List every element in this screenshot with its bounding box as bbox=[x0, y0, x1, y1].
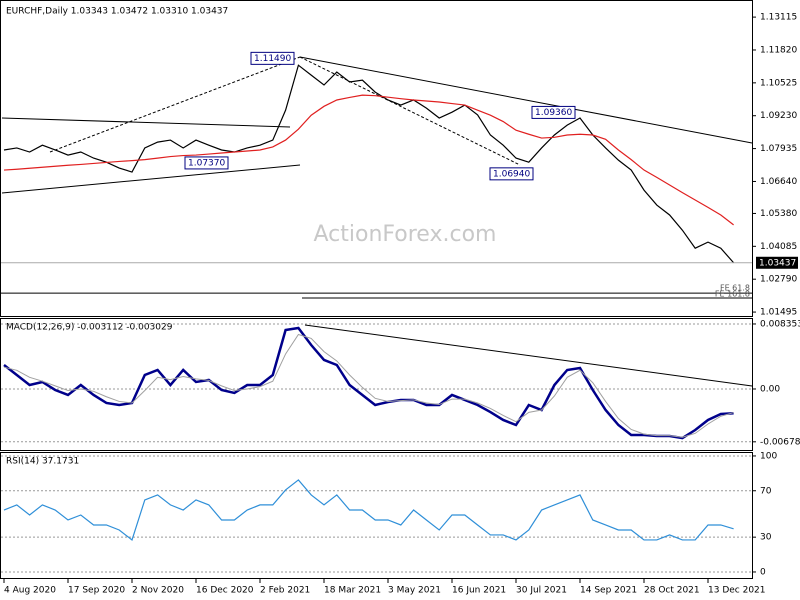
y-tick-label: 0.008353 bbox=[760, 319, 800, 329]
trendline-dashed bbox=[299, 56, 521, 166]
series-line bbox=[3, 94, 734, 226]
watermark: ActionForex.com bbox=[314, 222, 497, 247]
panel-title: RSI(14) 37.1731 bbox=[6, 457, 79, 467]
y-tick-label: 1.13115 bbox=[760, 13, 797, 23]
y-tick-label: 0.00 bbox=[760, 384, 780, 394]
trendline bbox=[299, 56, 753, 144]
x-tick-label: 3 May 2021 bbox=[388, 586, 441, 596]
y-tick-label: 1.07935 bbox=[760, 144, 797, 154]
x-tick-label: 2 Feb 2021 bbox=[260, 586, 310, 596]
x-tick-label: 16 Dec 2020 bbox=[196, 586, 254, 596]
panel-title: MACD(12,26,9) -0.003112 -0.003029 bbox=[6, 323, 173, 333]
series-line bbox=[3, 479, 734, 541]
y-tick-label: 70 bbox=[760, 486, 772, 496]
y-tick-label: 1.11820 bbox=[760, 45, 797, 55]
y-tick-label: 1.04085 bbox=[760, 242, 797, 252]
y-tick-label: -0.006788 bbox=[760, 437, 800, 447]
price-frame bbox=[0, 0, 753, 317]
annotation-label: 1.11490 bbox=[254, 54, 291, 64]
annotation-box bbox=[250, 51, 295, 65]
x-tick-label: 17 Sep 2020 bbox=[68, 586, 125, 596]
x-tick-label: 13 Dec 2021 bbox=[708, 586, 766, 596]
annotation-box bbox=[184, 156, 229, 170]
annotation-label: 1.09360 bbox=[535, 108, 572, 118]
macd-trendline bbox=[304, 324, 753, 387]
level-label: FE 61.8 bbox=[720, 284, 750, 293]
trendline bbox=[1, 164, 301, 194]
annotation-box bbox=[489, 167, 534, 181]
x-tick-label: 14 Sep 2021 bbox=[580, 586, 637, 596]
trendline-dashed bbox=[49, 56, 301, 153]
rsi-frame bbox=[0, 452, 753, 579]
last-price-box bbox=[756, 256, 798, 269]
x-tick-label: 4 Aug 2020 bbox=[4, 586, 56, 596]
x-tick-label: 18 Mar 2021 bbox=[324, 586, 381, 596]
trendlines bbox=[1, 56, 753, 387]
panel-frames bbox=[0, 0, 753, 579]
y-tick-label: 30 bbox=[760, 533, 772, 543]
annotation-box bbox=[531, 105, 576, 119]
macd-frame bbox=[0, 318, 753, 451]
panel-title: EURCHF,Daily 1.03343 1.03472 1.03310 1.0… bbox=[6, 7, 228, 17]
y-tick-label: 1.09230 bbox=[760, 111, 797, 121]
x-tick-label: 16 Jun 2021 bbox=[452, 586, 506, 596]
y-tick-label: 100 bbox=[760, 451, 777, 461]
series-line bbox=[3, 326, 734, 440]
annotation-label: 1.06940 bbox=[493, 169, 530, 179]
x-tick-label: 30 Jul 2021 bbox=[516, 586, 567, 596]
y-tick-label: 1.02790 bbox=[760, 275, 797, 285]
y-tick-label: 0 bbox=[760, 567, 766, 577]
y-tick-label: 1.10525 bbox=[760, 78, 797, 88]
series-line bbox=[3, 333, 734, 438]
series-line bbox=[3, 64, 735, 264]
annotation-label: 1.07370 bbox=[188, 158, 225, 168]
y-tick-label: 1.06640 bbox=[760, 177, 797, 187]
x-tick-label: 2 Nov 2020 bbox=[132, 586, 184, 596]
y-tick-label: 1.05380 bbox=[760, 209, 797, 219]
x-tick-label: 28 Oct 2021 bbox=[644, 586, 700, 596]
trendline bbox=[1, 117, 291, 128]
y-tick-label: 1.01495 bbox=[760, 308, 797, 318]
last-price-label: 1.03437 bbox=[759, 258, 796, 268]
level-label: FE 161.8 bbox=[715, 289, 750, 298]
